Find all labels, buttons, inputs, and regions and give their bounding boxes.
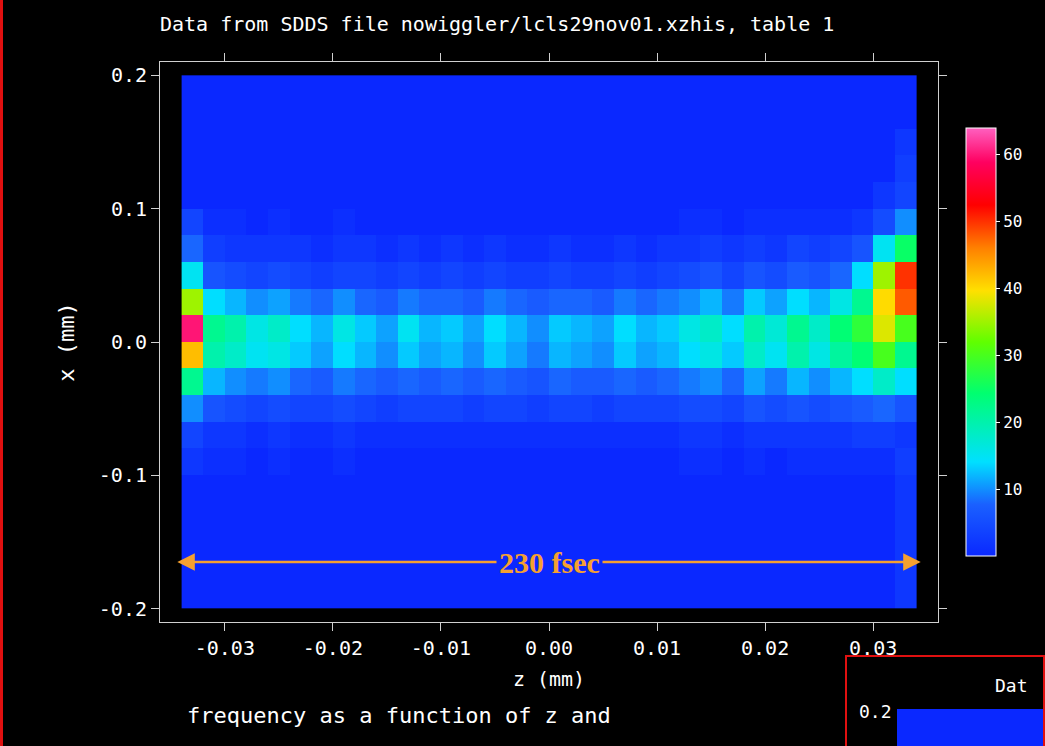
html-text:0.2: 0.2 [859, 701, 892, 722]
svg-text:0.02: 0.02 [741, 636, 789, 660]
svg-text:Data from SDDS file nowiggler/: Data from SDDS file nowiggler/lcls29nov0… [160, 12, 834, 36]
svg-text:40: 40 [1003, 279, 1022, 298]
svg-text:frequency as a function of z a: frequency as a function of z and [187, 703, 611, 728]
svg-text:z (mm): z (mm) [513, 667, 585, 691]
html-text:Dat: Dat [995, 675, 1028, 696]
svg-text:60: 60 [1003, 145, 1022, 164]
svg-text:0.01: 0.01 [633, 636, 681, 660]
svg-text:-0.1: -0.1 [99, 463, 147, 487]
svg-text:50: 50 [1003, 212, 1022, 231]
svg-text:-0.2: -0.2 [99, 597, 147, 621]
svg-text:0.00: 0.00 [525, 636, 573, 660]
svg-text:20: 20 [1003, 413, 1022, 432]
svg-text:10: 10 [1003, 480, 1022, 499]
svg-text:0.0: 0.0 [111, 330, 147, 354]
svg-text:0.03: 0.03 [849, 636, 898, 660]
svg-text:0.1: 0.1 [111, 197, 147, 221]
svg-text:230 fsec: 230 fsec [499, 546, 600, 579]
svg-text:-0.03: -0.03 [195, 636, 255, 660]
svg-text:-0.02: -0.02 [303, 636, 363, 660]
svg-text:x (mm): x (mm) [54, 302, 79, 381]
svg-text:-0.01: -0.01 [411, 636, 471, 660]
svg-text:30: 30 [1003, 346, 1022, 365]
svg-text:0.2: 0.2 [111, 63, 147, 87]
